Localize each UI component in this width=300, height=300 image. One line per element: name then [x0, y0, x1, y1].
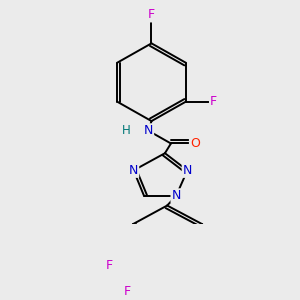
- Text: N: N: [183, 164, 192, 177]
- Text: N: N: [129, 164, 138, 177]
- Text: N: N: [172, 189, 181, 202]
- Text: F: F: [148, 8, 155, 21]
- Text: H: H: [122, 124, 130, 137]
- Text: N: N: [144, 124, 153, 137]
- Text: O: O: [190, 137, 200, 150]
- Text: F: F: [124, 285, 131, 298]
- Text: F: F: [105, 259, 112, 272]
- Text: F: F: [210, 95, 217, 108]
